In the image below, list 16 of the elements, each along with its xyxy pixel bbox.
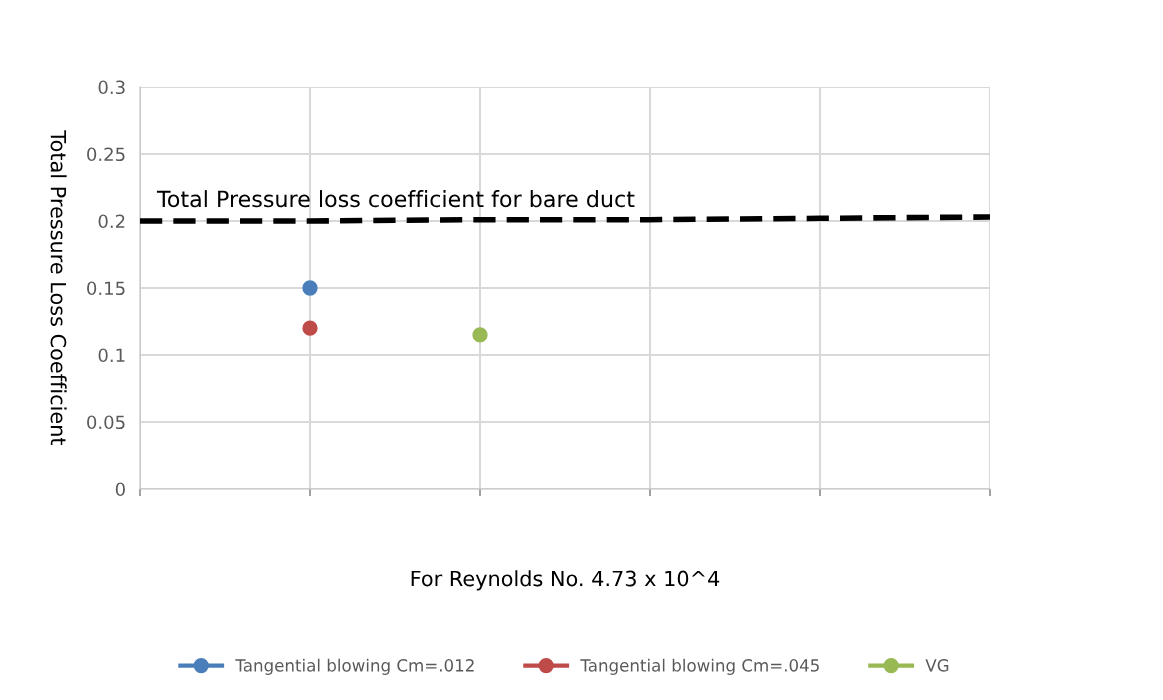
- y-tick-label: 0.2: [98, 214, 125, 229]
- y-tick-label: 0: [115, 482, 125, 497]
- y-axis-title: Total Pressure Loss Coefficient: [50, 130, 67, 446]
- legend-label: Tangential blowing Cm=.045: [580, 658, 819, 675]
- point: [302, 320, 318, 336]
- y-tick-label: 0.25: [87, 147, 125, 162]
- point: [302, 280, 318, 296]
- y-tick-label: 0.1: [98, 348, 125, 363]
- y-tick-label: 0.15: [87, 281, 125, 296]
- y-tick-label: 0.05: [87, 415, 125, 430]
- y-tick-label: 0.3: [98, 80, 125, 95]
- legend-label: VG: [925, 659, 949, 672]
- annotation: Total Pressure loss coefficient for bare duct: [156, 190, 635, 208]
- x-axis-title: For Reynolds No. 4.73 x 10^4: [411, 570, 720, 591]
- point: [472, 327, 488, 343]
- legend-label: Tangential blowing Cm=.012: [235, 658, 474, 675]
